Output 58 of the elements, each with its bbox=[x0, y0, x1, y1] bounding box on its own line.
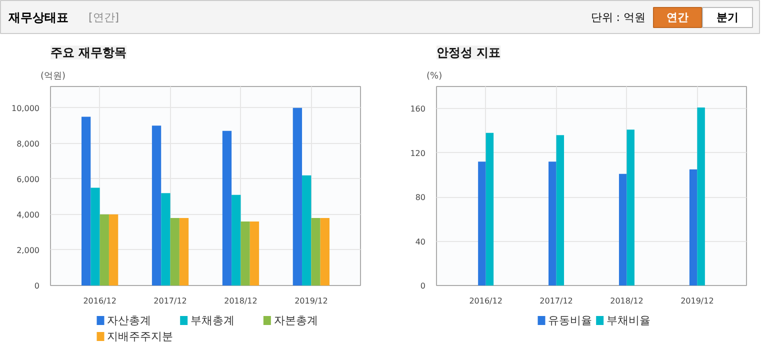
legend-label: 유동비율 bbox=[548, 314, 592, 327]
bar bbox=[618, 174, 627, 286]
x-tick-label: 2018/12 bbox=[224, 296, 258, 306]
bar bbox=[292, 108, 302, 286]
bar bbox=[222, 130, 232, 286]
chart-title: 안정성 지표 bbox=[436, 46, 501, 60]
bar bbox=[486, 132, 494, 286]
bar bbox=[232, 194, 241, 286]
y-tick-label: 80 bbox=[415, 193, 426, 202]
x-tick-label: 2017/12 bbox=[154, 296, 187, 306]
x-tick-label: 2018/12 bbox=[610, 296, 644, 306]
bar bbox=[311, 218, 320, 286]
y-axis-title: (억원) bbox=[40, 72, 66, 82]
y-tick-label: 10,000 bbox=[12, 104, 40, 113]
y-tick-label: 2,000 bbox=[16, 246, 40, 255]
x-tick-label: 2019/12 bbox=[294, 296, 328, 306]
legend-label: 자산총계 bbox=[107, 314, 152, 327]
y-tick-label: 40 bbox=[415, 237, 426, 246]
text: [연간] bbox=[88, 11, 120, 24]
bar bbox=[548, 162, 556, 286]
text: 연간 bbox=[666, 11, 688, 24]
y-tick-label: 120 bbox=[410, 148, 426, 158]
bar bbox=[152, 126, 162, 286]
bar bbox=[161, 193, 170, 286]
bar bbox=[320, 218, 330, 286]
legend-label: 부채비율 bbox=[606, 314, 650, 327]
y-tick-label: 0 bbox=[34, 282, 40, 290]
bar bbox=[90, 188, 100, 286]
bar bbox=[556, 135, 564, 286]
legend-label: 지배주주지분 bbox=[107, 330, 174, 343]
x-tick-label: 2017/12 bbox=[540, 296, 573, 306]
bar bbox=[108, 214, 118, 286]
y-tick-label: 6,000 bbox=[16, 174, 40, 184]
text: 단위 : 억원 bbox=[590, 11, 646, 24]
bar bbox=[697, 108, 705, 286]
chart-title: 주요 재무항목 bbox=[50, 46, 127, 60]
bar bbox=[478, 162, 486, 286]
bar bbox=[82, 116, 91, 286]
y-tick-label: 4,000 bbox=[16, 210, 40, 220]
x-tick-label: 2019/12 bbox=[680, 296, 714, 306]
y-tick-label: 8,000 bbox=[16, 139, 40, 148]
x-tick-label: 2016/12 bbox=[83, 296, 116, 306]
text: 분기 bbox=[716, 11, 738, 24]
y-axis-title: (%) bbox=[426, 72, 442, 82]
text: 재무상태표 bbox=[8, 10, 68, 24]
bar bbox=[250, 222, 260, 286]
bar bbox=[240, 222, 250, 286]
bar bbox=[302, 175, 312, 286]
bar bbox=[626, 130, 634, 286]
bar bbox=[689, 169, 698, 286]
y-tick-label: 0 bbox=[420, 282, 426, 290]
y-tick-label: 160 bbox=[410, 104, 426, 114]
bar bbox=[179, 218, 189, 286]
legend-label: 자본총계 bbox=[274, 314, 318, 327]
legend-label: 부채총계 bbox=[190, 314, 234, 327]
x-tick-label: 2016/12 bbox=[469, 296, 502, 306]
bar bbox=[100, 214, 109, 286]
bar bbox=[170, 218, 180, 286]
